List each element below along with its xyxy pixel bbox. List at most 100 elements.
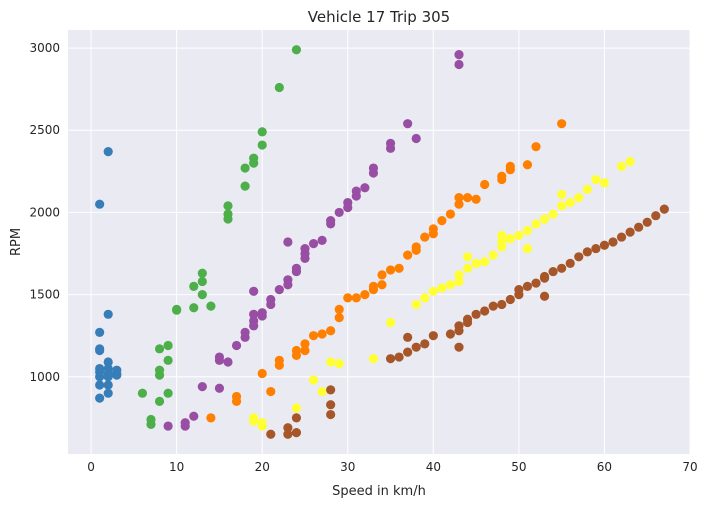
data-point <box>231 396 242 407</box>
data-point <box>257 127 267 137</box>
data-point <box>351 293 361 303</box>
data-point <box>351 191 361 201</box>
data-point <box>403 250 413 260</box>
data-point <box>206 413 216 423</box>
data-point <box>522 160 533 170</box>
data-point <box>522 281 533 291</box>
data-point <box>326 409 336 420</box>
data-point <box>454 270 464 280</box>
data-point <box>445 329 456 339</box>
data-point <box>257 421 267 431</box>
data-point <box>394 263 404 273</box>
data-point <box>539 291 550 301</box>
data-point <box>326 357 336 367</box>
data-point <box>274 285 284 295</box>
data-point <box>480 306 490 316</box>
data-point <box>360 183 370 193</box>
data-point <box>360 289 370 300</box>
data-point <box>437 216 447 226</box>
data-point <box>326 219 336 229</box>
data-point <box>403 347 413 357</box>
data-point <box>625 227 635 237</box>
data-point <box>471 309 481 319</box>
data-point <box>428 331 438 341</box>
data-point <box>163 421 173 431</box>
x-tick-label: 70 <box>682 460 697 474</box>
data-point <box>385 354 396 364</box>
series-gear-4 <box>206 119 567 423</box>
data-point <box>103 372 113 382</box>
data-point <box>334 359 344 369</box>
data-point <box>249 286 259 296</box>
data-point <box>411 342 421 352</box>
data-point <box>291 350 302 360</box>
data-point <box>308 375 319 385</box>
data-point <box>497 174 507 185</box>
data-point <box>283 280 293 290</box>
data-point <box>565 197 575 208</box>
data-point <box>240 163 250 173</box>
data-point <box>480 179 490 190</box>
data-point <box>385 143 396 153</box>
chart-title: Vehicle 17 Trip 305 <box>308 8 450 26</box>
data-point <box>326 385 336 395</box>
data-point <box>291 266 302 277</box>
data-point <box>599 240 610 250</box>
data-point <box>471 194 481 204</box>
data-point <box>616 232 627 242</box>
data-point <box>591 174 601 185</box>
data-point <box>95 327 105 337</box>
data-point <box>103 357 113 367</box>
data-point <box>154 370 165 380</box>
data-point <box>454 326 464 336</box>
data-point <box>326 326 336 336</box>
data-point <box>343 293 353 303</box>
data-point <box>266 386 276 397</box>
data-point <box>385 265 396 275</box>
data-point <box>514 289 524 300</box>
data-point <box>505 234 515 244</box>
data-point <box>154 396 165 407</box>
data-point <box>488 301 498 311</box>
data-point <box>557 189 567 199</box>
data-point <box>522 243 533 254</box>
data-point <box>274 82 284 93</box>
data-point <box>548 209 558 219</box>
data-point <box>154 344 165 354</box>
data-point <box>103 147 113 157</box>
data-point <box>214 383 225 393</box>
data-point <box>480 257 490 267</box>
data-point <box>539 273 550 283</box>
data-point <box>368 285 379 295</box>
data-point <box>557 119 567 129</box>
data-point <box>189 281 199 291</box>
data-point <box>531 219 541 229</box>
data-point <box>163 340 173 351</box>
data-point <box>582 184 592 195</box>
data-point <box>249 321 259 331</box>
data-point <box>257 368 267 379</box>
data-point <box>317 386 327 397</box>
data-point <box>454 193 464 203</box>
y-tick-labels: 1000 1500 2000 2500 3000 <box>29 41 60 384</box>
data-point <box>274 360 284 370</box>
data-point <box>505 294 515 305</box>
y-tick-label: 2000 <box>29 205 60 219</box>
y-tick-label: 2500 <box>29 123 60 137</box>
data-point <box>231 340 242 351</box>
data-point <box>283 423 293 433</box>
x-axis-label: Speed in km/h <box>332 484 426 499</box>
data-point <box>420 293 430 303</box>
data-point <box>403 119 413 129</box>
data-point <box>522 225 533 236</box>
series-gear-3 <box>163 50 464 431</box>
data-point <box>428 286 438 296</box>
data-point <box>291 45 302 55</box>
data-point <box>95 393 105 403</box>
data-point <box>462 263 473 273</box>
data-point <box>326 400 336 410</box>
data-point <box>403 332 413 342</box>
data-point <box>625 156 635 167</box>
data-point <box>454 276 464 287</box>
